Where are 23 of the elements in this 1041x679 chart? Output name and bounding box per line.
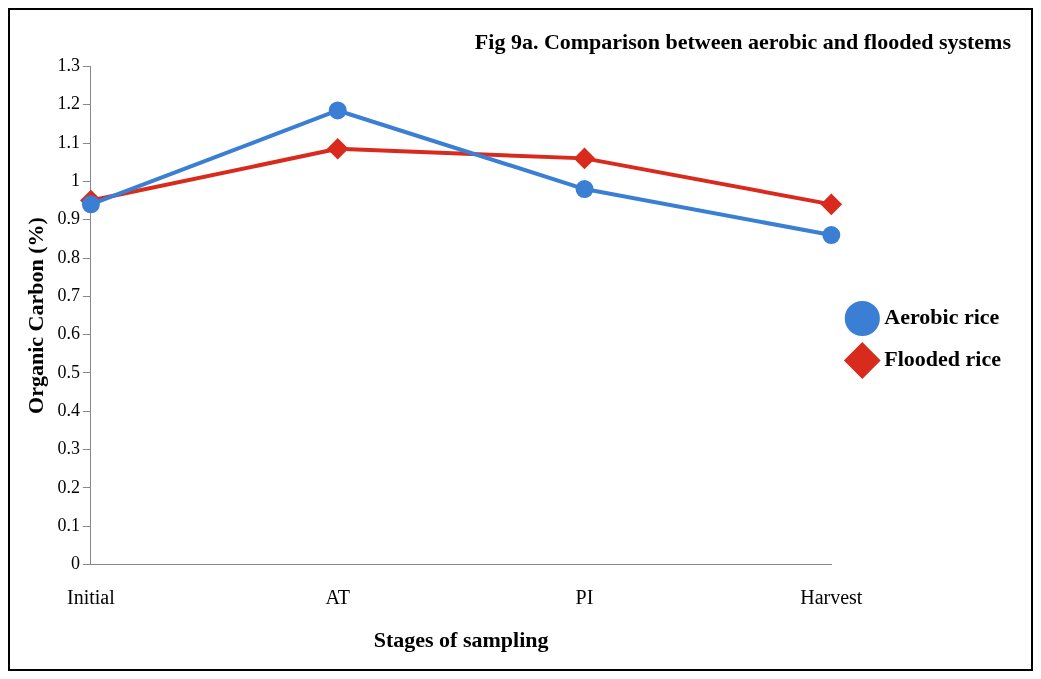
x-tick-label: PI (575, 585, 594, 608)
x-tick-label: Harvest (800, 585, 863, 608)
y-tick-label: 0.6 (57, 323, 80, 344)
y-tick-label: 0.8 (57, 246, 80, 267)
x-tick-label: AT (325, 585, 350, 608)
y-tick-label: 0.4 (57, 400, 80, 421)
y-tick-label: 1.3 (57, 55, 80, 76)
y-tick-label: 0.3 (57, 438, 80, 459)
y-axis-title: Organic Carbon (%) (22, 217, 48, 414)
y-tick-label: 0.7 (57, 285, 80, 306)
y-tick-label: 0.1 (57, 515, 80, 536)
y-tick-label: 0 (70, 553, 80, 574)
legend-label: Aerobic rice (884, 304, 1000, 330)
y-tick-label: 0.5 (57, 361, 80, 382)
x-tick-label: Initial (67, 585, 116, 608)
y-tick-label: 0.9 (57, 208, 80, 229)
y-tick-label: 1.2 (57, 93, 80, 114)
y-tick-label: 0.2 (57, 476, 80, 497)
chart-title: Fig 9a. Comparison between aerobic and flooded systems (474, 28, 1012, 54)
y-tick-label: 1.1 (57, 131, 80, 152)
y-tick-label: 1 (70, 170, 80, 191)
x-axis-title: Stages of sampling (373, 627, 549, 653)
legend-label: Flooded rice (884, 346, 1002, 372)
